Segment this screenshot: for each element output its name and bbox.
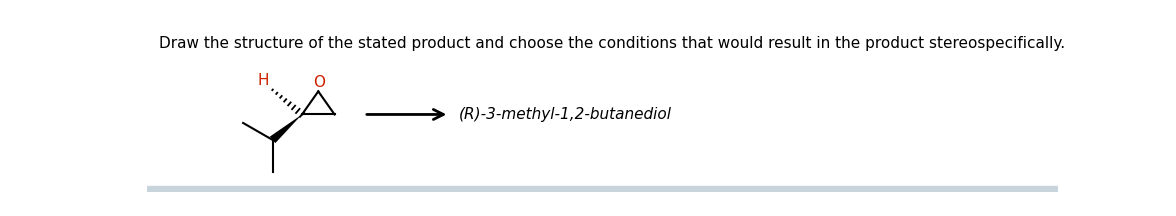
Text: Draw the structure of the stated product and choose the conditions that would re: Draw the structure of the stated product… <box>159 36 1064 51</box>
Bar <box>147 186 1058 192</box>
Polygon shape <box>269 114 302 143</box>
Text: H: H <box>258 73 269 88</box>
Text: O: O <box>313 75 325 90</box>
Text: (R)-3-methyl-1,2-butanediol: (R)-3-methyl-1,2-butanediol <box>459 107 671 122</box>
